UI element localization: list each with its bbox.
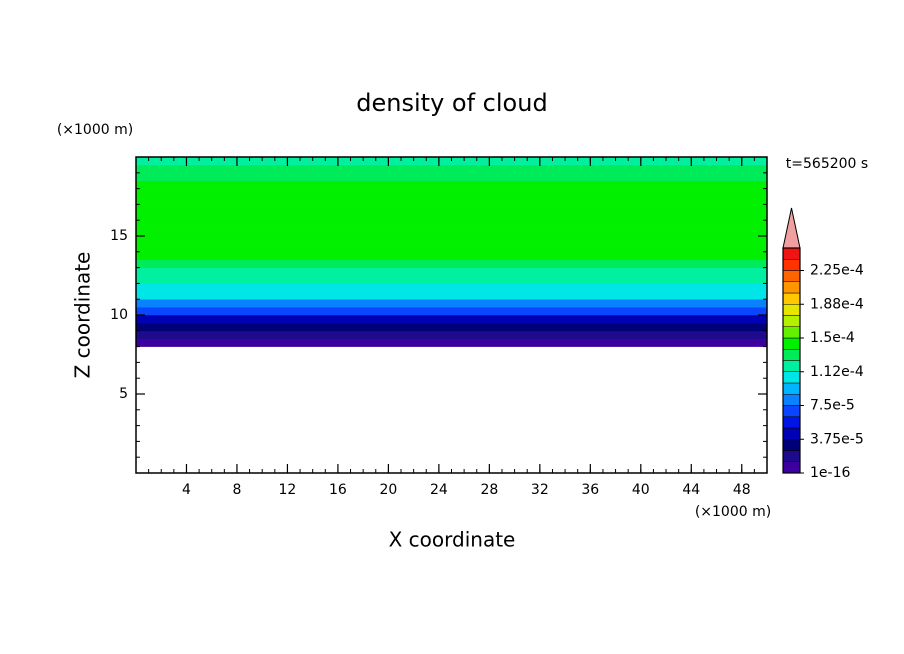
- colorbar-band: [782, 304, 801, 316]
- contour-band: [135, 298, 768, 308]
- x-tick-label: 36: [581, 482, 599, 498]
- y-tick-label: 15: [110, 228, 128, 244]
- colorbar-band: [782, 439, 801, 451]
- x-tick-label: 24: [430, 482, 448, 498]
- colorbar-band: [782, 405, 801, 417]
- colorbar-band: [782, 427, 801, 440]
- contour-band: [135, 243, 768, 253]
- colorbar-extension: [782, 207, 801, 249]
- contour-band: [135, 338, 768, 347]
- contour-band: [135, 196, 768, 205]
- colorbar-tick-label: 1.5e-4: [810, 330, 855, 346]
- x-tick-label: 16: [329, 482, 347, 498]
- colorbar-tick-label: 1.12e-4: [810, 364, 864, 380]
- colorbar-band: [782, 349, 801, 361]
- colorbar-band: [782, 247, 801, 260]
- contour-band: [135, 227, 768, 237]
- contour-band: [135, 204, 768, 213]
- colorbar-tick-label: 1.88e-4: [810, 296, 864, 312]
- x-tick-label: 20: [379, 482, 397, 498]
- colorbar-band: [782, 461, 801, 474]
- x-tick-label: 4: [182, 482, 191, 498]
- contour-band: [135, 283, 768, 292]
- contour-band: [135, 275, 768, 284]
- chart-title: density of cloud: [356, 89, 547, 117]
- y-tick-label: 5: [119, 386, 128, 402]
- contour-band: [135, 267, 768, 276]
- x-tick-label: 8: [232, 482, 241, 498]
- colorbar-band: [782, 394, 801, 406]
- x-tick-label: 28: [480, 482, 498, 498]
- colorbar-tick-label: 3.75e-5: [810, 431, 864, 447]
- x-unit: (×1000 m): [695, 504, 771, 520]
- colorbar-band: [782, 315, 801, 327]
- x-tick-label: 48: [733, 482, 751, 498]
- contour-band: [135, 172, 768, 181]
- colorbar-band: [782, 450, 801, 462]
- contour-band: [135, 314, 768, 324]
- y-axis-title: Z coordinate: [71, 252, 95, 379]
- colorbar-band: [782, 270, 801, 282]
- colorbar-band: [782, 259, 801, 271]
- time-label: t=565200 s: [786, 156, 868, 172]
- contour-band: [135, 180, 768, 189]
- contour-band: [135, 291, 768, 300]
- contour-band: [135, 164, 768, 174]
- colorbar-band: [782, 292, 801, 305]
- contour-band: [135, 212, 768, 221]
- contour-band: [135, 188, 768, 197]
- contour-band: [135, 330, 768, 339]
- x-tick-label: 40: [632, 482, 650, 498]
- colorbar-band: [782, 326, 801, 339]
- colorbar-band: [782, 416, 801, 429]
- colorbar-band: [782, 371, 801, 384]
- y-tick-label: 10: [110, 307, 128, 323]
- contour-band: [135, 306, 768, 316]
- colorbar-band: [782, 382, 801, 395]
- x-tick-label: 32: [531, 482, 549, 498]
- colorbar-frame: [782, 247, 801, 474]
- colorbar-band: [782, 337, 801, 350]
- contour-band: [135, 322, 768, 332]
- y-unit: (×1000 m): [57, 122, 133, 138]
- colorbar-tick-label: 2.25e-4: [810, 263, 864, 279]
- colorbar-band: [782, 360, 801, 372]
- colorbar-tick-label: 7.5e-5: [810, 398, 855, 414]
- contour-band: [135, 235, 768, 245]
- colorbar-band: [782, 281, 801, 294]
- x-tick-label: 44: [682, 482, 700, 498]
- x-tick-label: 12: [279, 482, 297, 498]
- contour-band: [135, 251, 768, 260]
- contour-band: [135, 259, 768, 268]
- colorbar-tick-label: 1e-16: [810, 465, 850, 481]
- x-axis-title: X coordinate: [389, 528, 516, 552]
- contour-band: [135, 219, 768, 229]
